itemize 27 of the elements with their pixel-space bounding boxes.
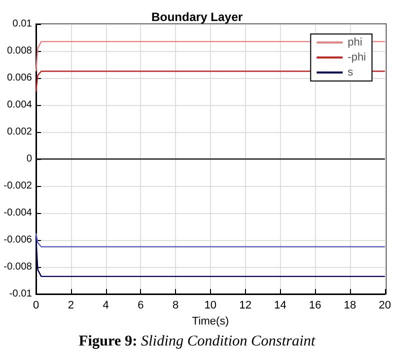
x-tick-label: 4 — [102, 300, 109, 312]
legend-label: -phi — [348, 52, 366, 64]
x-tick-label: 20 — [378, 300, 392, 312]
legend-label: s — [348, 66, 354, 78]
x-tick-label: 16 — [308, 300, 322, 312]
x-axis-title: Time(s) — [192, 315, 229, 328]
y-tick-label: -0.008 — [4, 262, 32, 272]
x-tick-label: 10 — [204, 300, 217, 312]
y-tick-label: 0.01 — [12, 18, 32, 30]
y-tick-label: 0.002 — [6, 126, 32, 138]
x-tick-label: 8 — [172, 300, 179, 312]
y-tick-label: 0.006 — [6, 72, 32, 84]
legend-label: phi — [348, 36, 362, 48]
y-tick-label: -0.006 — [4, 234, 32, 246]
y-tick-label: 0.008 — [6, 46, 32, 56]
y-tick-label: -0.002 — [4, 180, 32, 192]
x-tick-label: 6 — [138, 300, 144, 312]
x-tick-label: 12 — [239, 300, 252, 312]
x-tick-label: 18 — [344, 300, 356, 312]
y-tick-label: 0 — [26, 154, 32, 164]
y-tick-label: -0.01 — [9, 288, 32, 300]
x-tick-label: 2 — [68, 300, 74, 312]
caption: Figure 9: Sliding Condition Constraint — [78, 334, 316, 350]
y-tick-label: 0.004 — [6, 100, 32, 110]
y-tick-label: -0.004 — [4, 208, 32, 218]
x-tick-label: 14 — [274, 300, 286, 312]
chart-title: Boundary Layer — [151, 10, 244, 24]
